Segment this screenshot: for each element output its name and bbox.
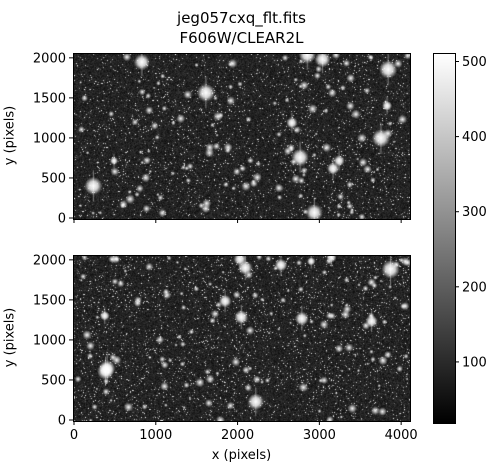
y-tick-label: 0	[58, 212, 66, 227]
y-tick-label: 2000	[33, 51, 66, 66]
x-tick-label: 3000	[303, 428, 336, 443]
y-tick-label: 0	[58, 414, 66, 429]
colorbar-tick-label: 300	[462, 205, 487, 220]
bottom-image-panel	[73, 255, 411, 422]
x-tick-label: 1000	[139, 428, 172, 443]
y-tick-label: 1500	[33, 293, 66, 308]
x-axis-label: x (pixels)	[211, 448, 272, 463]
colorbar	[433, 53, 456, 424]
star-field-image-bottom	[74, 256, 410, 421]
x-tick-label: 2000	[221, 428, 254, 443]
figure-title: jeg057cxq_flt.fits	[177, 9, 306, 27]
top-image-panel	[73, 53, 411, 220]
colorbar-tick-label: 100	[462, 355, 487, 370]
y-tick-label: 500	[41, 373, 66, 388]
x-tick-label: 4000	[385, 428, 418, 443]
y-tick-label: 500	[41, 171, 66, 186]
x-tick-label: 0	[70, 428, 78, 443]
colorbar-tick-label: 400	[462, 130, 487, 145]
y-tick-label: 1500	[33, 91, 66, 106]
y-tick-label: 2000	[33, 253, 66, 268]
y-tick-label: 1000	[33, 333, 66, 348]
figure-subtitle: F606W/CLEAR2L	[179, 29, 304, 47]
colorbar-tick-label: 500	[462, 55, 487, 70]
star-field-image-top	[74, 54, 410, 219]
y-tick-label: 1000	[33, 131, 66, 146]
colorbar-tick-label: 200	[462, 280, 487, 295]
